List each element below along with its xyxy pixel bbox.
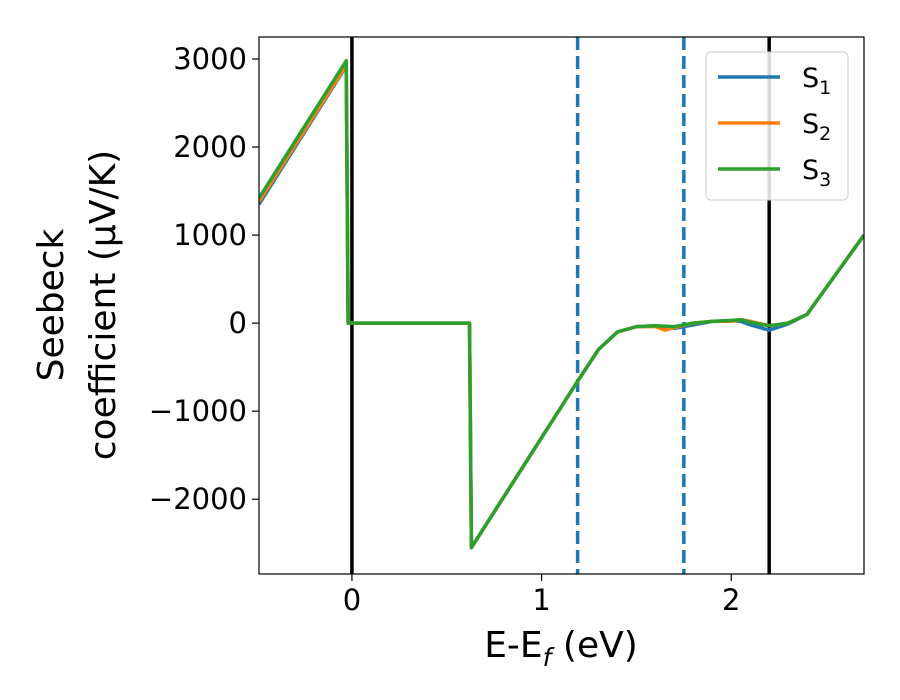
y-tick-label: −1000 bbox=[149, 394, 247, 428]
y-tick-label: 0 bbox=[229, 306, 247, 340]
x-axis-label: E-Ef (eV) bbox=[484, 625, 638, 672]
plot-frame bbox=[258, 36, 865, 575]
series-lines bbox=[259, 59, 864, 550]
x-tick-label: 0 bbox=[343, 583, 361, 617]
y-tick-label: 1000 bbox=[173, 218, 247, 252]
y-tick-label: 2000 bbox=[173, 130, 247, 164]
y-tick-label: −2000 bbox=[149, 482, 247, 516]
legend: S1 S2 S3 bbox=[705, 51, 849, 201]
y-axis-label-line2: coefficient (μV/K) bbox=[83, 150, 124, 460]
y-axis-label-line1: Seebeck bbox=[31, 228, 72, 381]
legend-label-s1: S1 bbox=[802, 63, 831, 99]
series-line-s3 bbox=[259, 59, 864, 550]
legend-box bbox=[705, 51, 849, 201]
x-tick-label: 1 bbox=[532, 583, 550, 617]
y-tick-label: 3000 bbox=[173, 42, 247, 76]
x-tick-label: 2 bbox=[722, 583, 740, 617]
axis-ticks: 0 1 2 3000 2000 1000 0 −1000 −2000 bbox=[149, 42, 741, 617]
y-axis-label: Seebeck coefficient (μV/K) bbox=[31, 150, 124, 460]
legend-label-s2: S2 bbox=[802, 109, 831, 145]
legend-label-s3: S3 bbox=[802, 155, 831, 191]
